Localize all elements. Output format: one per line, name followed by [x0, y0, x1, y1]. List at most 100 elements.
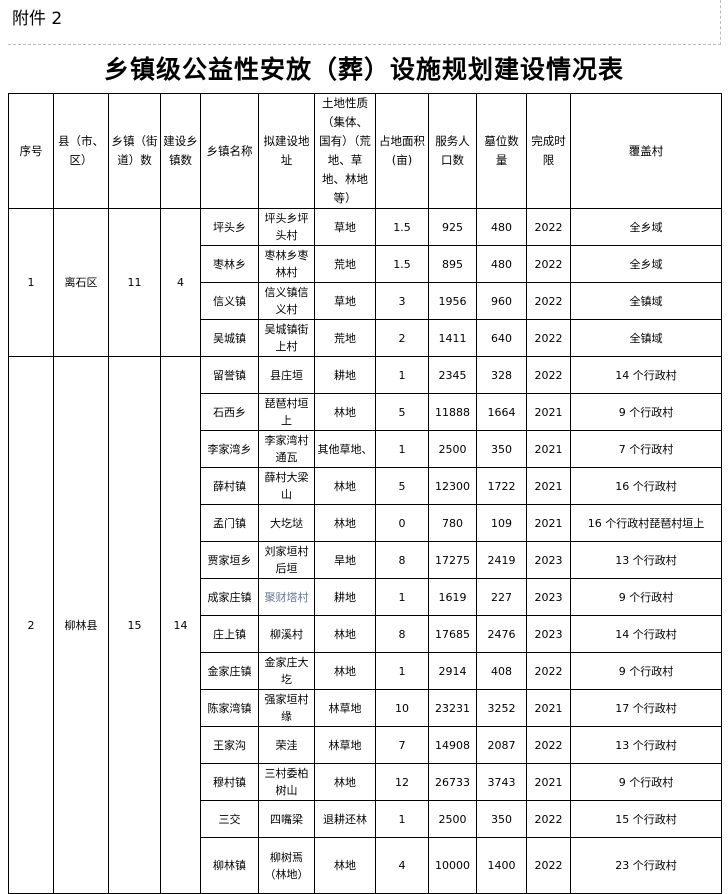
table-row: 王家沟 荣洼 林草地 7 14908 2087 2022 13 个行政村	[9, 726, 722, 764]
cell-site: 枣林乡枣林村	[258, 245, 315, 283]
cell-site: 琵琶村垣上	[258, 393, 315, 431]
cell-plots: 3252	[476, 689, 527, 727]
cell-site: 大圪垯	[258, 504, 315, 542]
cell-land-type: 其他草地、	[314, 430, 376, 468]
header-population: 服务人口数	[428, 93, 477, 209]
cell-deadline: 2022	[526, 652, 571, 690]
cell-area: 1	[375, 652, 429, 690]
cell-coverage: 17 个行政村	[570, 689, 722, 727]
cell-coverage: 14 个行政村	[570, 356, 722, 394]
cell-index: 1	[8, 208, 54, 357]
cell-site: 县庄垣	[258, 356, 315, 394]
header-towns-total: 乡镇（街道）数	[108, 93, 161, 209]
cell-land-type: 荒地	[314, 245, 376, 283]
table-row: 石西乡 琵琶村垣上 林地 5 11888 1664 2021 9 个行政村	[9, 393, 722, 431]
cell-plots: 408	[476, 652, 527, 690]
cell-population: 11888	[428, 393, 477, 431]
cell-plots: 960	[476, 282, 527, 320]
header-area: 占地面积(亩)	[375, 93, 429, 209]
header-row: 序号 县（市、区） 乡镇（街道）数 建设乡镇数 乡镇名称 拟建设地址 土地性质（集体、国有）…	[8, 93, 722, 209]
header-site: 拟建设地址	[258, 93, 315, 209]
cell-town-name: 石西乡	[200, 393, 259, 431]
cell-coverage: 16 个行政村	[570, 467, 722, 505]
cell-towns-total: 15	[108, 356, 161, 894]
cell-town-name: 穆村镇	[200, 763, 259, 801]
cell-deadline: 2022	[526, 282, 571, 320]
cell-area: 4	[375, 837, 429, 894]
cell-plots: 640	[476, 319, 527, 357]
cell-population: 2500	[428, 430, 477, 468]
cell-deadline: 2021	[526, 393, 571, 431]
cell-town-name: 坪头乡	[200, 208, 259, 246]
header-deadline: 完成时限	[526, 93, 571, 209]
table-row: 成家庄镇 聚财塔村 耕地 1 1619 227 2023 9 个行政村	[9, 578, 722, 616]
cell-plots: 2087	[476, 726, 527, 764]
cell-site: 刘家垣村后垣	[258, 541, 315, 579]
table-row: 薛村镇 薛村大梁山 林地 5 12300 1722 2021 16 个行政村	[9, 467, 722, 505]
cell-land-type: 林地	[314, 504, 376, 542]
cell-deadline: 2022	[526, 245, 571, 283]
cell-land-type: 林地	[314, 652, 376, 690]
cell-site: 荣洼	[258, 726, 315, 764]
cell-site: 金家庄大圪	[258, 652, 315, 690]
cell-index: 2	[8, 356, 54, 894]
cell-site: 三村委柏树山	[258, 763, 315, 801]
cell-land-type: 林草地	[314, 689, 376, 727]
table-row: 贾家垣乡 刘家垣村后垣 旱地 8 17275 2419 2023 13 个行政村	[9, 541, 722, 579]
cell-population: 780	[428, 504, 477, 542]
cell-land-type: 耕地	[314, 578, 376, 616]
cell-deadline: 2022	[526, 800, 571, 838]
cell-deadline: 2022	[526, 208, 571, 246]
cell-land-type: 林地	[314, 467, 376, 505]
cell-site: 李家湾村通瓦	[258, 430, 315, 468]
cell-deadline: 2021	[526, 763, 571, 801]
cell-town-name: 枣林乡	[200, 245, 259, 283]
cell-towns-built: 4	[160, 208, 201, 357]
cell-area: 1.5	[375, 245, 429, 283]
cell-town-name: 孟门镇	[200, 504, 259, 542]
cell-town-name: 成家庄镇	[200, 578, 259, 616]
table-row: 信义镇 信义镇信义村 草地 3 1956 960 2022 全镇域	[9, 282, 722, 320]
cell-population: 26733	[428, 763, 477, 801]
cell-land-type: 林地	[314, 393, 376, 431]
cell-population: 2345	[428, 356, 477, 394]
table-row: 陈家湾镇 强家垣村缘 林草地 10 23231 3252 2021 17 个行政村	[9, 689, 722, 727]
cell-population: 1956	[428, 282, 477, 320]
cell-area: 3	[375, 282, 429, 320]
cell-population: 12300	[428, 467, 477, 505]
cell-site: 强家垣村缘	[258, 689, 315, 727]
cell-plots: 227	[476, 578, 527, 616]
cell-plots: 2476	[476, 615, 527, 653]
header-towns-built: 建设乡镇数	[160, 93, 201, 209]
cell-area: 10	[375, 689, 429, 727]
cell-population: 17685	[428, 615, 477, 653]
cell-population: 10000	[428, 837, 477, 894]
cell-deadline: 2022	[526, 726, 571, 764]
cell-deadline: 2021	[526, 467, 571, 505]
cell-site: 四嘴梁	[258, 800, 315, 838]
cell-land-type: 旱地	[314, 541, 376, 579]
table-row: 1 离石区 11 4 坪头乡 坪头乡坪头村 草地 1.5 925 480 2022 全乡域	[8, 208, 722, 357]
table-row: 庄上镇 柳溪村 林地 8 17685 2476 2023 14 个行政村	[9, 615, 722, 653]
header-land-type: 土地性质（集体、国有）（荒地、草地、林地等）	[314, 93, 376, 209]
cell-land-type: 荒地	[314, 319, 376, 357]
cell-plots: 2419	[476, 541, 527, 579]
cell-population: 14908	[428, 726, 477, 764]
cell-deadline: 2023	[526, 578, 571, 616]
cell-population: 925	[428, 208, 477, 246]
cell-deadline: 2021	[526, 689, 571, 727]
cell-site: 薛村大梁山	[258, 467, 315, 505]
cell-coverage: 全乡域	[570, 208, 722, 246]
cell-towns-built: 14	[160, 356, 201, 894]
cell-plots: 350	[476, 430, 527, 468]
cell-area: 7	[375, 726, 429, 764]
page-title: 乡镇级公益性安放（葬）设施规划建设情况表	[103, 55, 624, 84]
header-index: 序号	[8, 93, 54, 209]
cell-area: 8	[375, 615, 429, 653]
cell-plots: 480	[476, 208, 527, 246]
attachment-label: 附件 2	[12, 9, 63, 29]
header-plots: 墓位数量	[476, 93, 527, 209]
header-town-name: 乡镇名称	[200, 93, 259, 209]
cell-deadline: 2022	[526, 837, 571, 894]
cell-coverage: 13 个行政村	[570, 541, 722, 579]
